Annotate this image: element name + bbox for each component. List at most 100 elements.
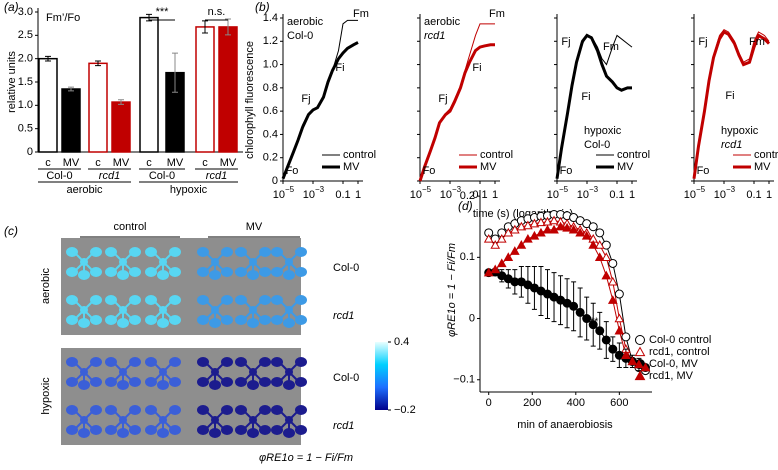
annotation: Fo — [286, 165, 299, 177]
x-tick-label: MV — [63, 157, 80, 169]
y-tick-label: 0.8 — [263, 82, 278, 94]
plant-leaf — [295, 405, 307, 415]
marker — [575, 227, 586, 237]
plant-leaf — [117, 380, 129, 390]
annotation: Fm — [353, 8, 369, 20]
y-tick-label: 0 — [469, 312, 475, 324]
plant-leaf — [90, 267, 102, 277]
y-tick-label: 0.5 — [18, 123, 33, 135]
x-tick-label: 1 — [492, 189, 498, 201]
plant-leaf — [283, 428, 295, 438]
legend-marker — [634, 370, 646, 381]
group-label: Col-0 — [149, 170, 175, 182]
plant-leaf — [117, 428, 129, 438]
plant-center — [285, 258, 293, 266]
legend-label: MV — [480, 161, 497, 173]
marker — [536, 227, 546, 237]
y-tick-label: 0.6 — [263, 105, 278, 117]
marker — [601, 252, 612, 262]
plant-leaf — [235, 425, 247, 435]
marker — [595, 228, 605, 238]
x-tick-label: 1 — [629, 189, 635, 201]
x-tick-exponent: −5 — [696, 185, 706, 194]
plant-leaf — [283, 318, 295, 328]
marker — [588, 240, 599, 249]
plant-leaf — [90, 425, 102, 435]
plant-leaf — [129, 425, 141, 435]
plant-leaf — [197, 247, 209, 257]
plant-leaf — [235, 357, 247, 367]
error-bar — [45, 55, 51, 62]
plant-center — [249, 368, 257, 376]
plant-leaf — [169, 267, 181, 277]
plant-leaf — [235, 377, 247, 387]
plant-center — [285, 416, 293, 424]
plant-leaf — [66, 357, 78, 367]
subplot-title: aerobic — [424, 16, 461, 28]
marker — [581, 230, 592, 240]
plant-center — [249, 258, 257, 266]
plant-leaf — [271, 295, 283, 305]
plant-leaf — [271, 247, 283, 257]
colorbar-tick-label: −0.2 — [394, 404, 416, 416]
x-tick-label: c — [202, 157, 208, 169]
panel-label: (c) — [4, 224, 18, 238]
column-label: control — [113, 221, 146, 233]
plant-leaf — [129, 357, 141, 367]
plant-leaf — [295, 425, 307, 435]
marker — [575, 307, 585, 317]
y-tick-label: 1.2 — [263, 35, 278, 47]
plant-leaf — [259, 247, 271, 257]
panel-label: (d) — [458, 199, 473, 213]
plant-center — [159, 416, 167, 424]
plant-leaf — [271, 315, 283, 325]
plant-center — [249, 306, 257, 314]
plant-leaf — [90, 315, 102, 325]
plant-leaf — [235, 315, 247, 325]
annotation: Fj — [561, 36, 570, 48]
marker — [607, 295, 618, 304]
plant-leaf — [259, 357, 271, 367]
subplot-title: rcd1 — [721, 139, 742, 151]
x-tick-label: 10 — [577, 189, 589, 201]
plant-leaf — [271, 267, 283, 277]
bar — [111, 101, 131, 153]
y-tick-label: 1.5 — [18, 76, 33, 88]
plant-leaf — [117, 270, 129, 280]
plant-leaf — [259, 315, 271, 325]
marker — [608, 258, 618, 268]
plant-leaf — [105, 425, 117, 435]
row-label: rcd1 — [333, 420, 354, 432]
marker — [509, 246, 520, 255]
plant-leaf — [90, 247, 102, 257]
error-bar — [95, 60, 101, 67]
plant-center — [119, 368, 127, 376]
x-tick-label: c — [95, 157, 101, 169]
subplot-title: aerobic — [287, 16, 324, 28]
plant-leaf — [90, 405, 102, 415]
subplot-title: Col-0 — [584, 139, 610, 151]
plant-leaf — [78, 380, 90, 390]
plant-leaf — [105, 247, 117, 257]
marker — [594, 252, 605, 262]
plant-leaf — [295, 247, 307, 257]
annotation: n.s. — [208, 6, 226, 18]
plant-leaf — [105, 405, 117, 415]
group-label: Col-0 — [46, 170, 72, 182]
plant-leaf — [105, 267, 117, 277]
plant-leaf — [221, 425, 233, 435]
x-tick-exponent: −3 — [726, 185, 736, 194]
annotation: Fi — [472, 62, 481, 74]
marker — [569, 301, 579, 311]
marker — [490, 264, 501, 274]
plant-leaf — [221, 405, 233, 415]
marker — [523, 233, 533, 243]
legend-marker — [635, 335, 645, 345]
x-tick-label: 10 — [410, 189, 422, 201]
plant-center — [211, 416, 219, 424]
annotation: Fm — [749, 36, 765, 48]
marker — [542, 224, 553, 234]
bar — [61, 88, 81, 153]
bar — [139, 16, 159, 153]
